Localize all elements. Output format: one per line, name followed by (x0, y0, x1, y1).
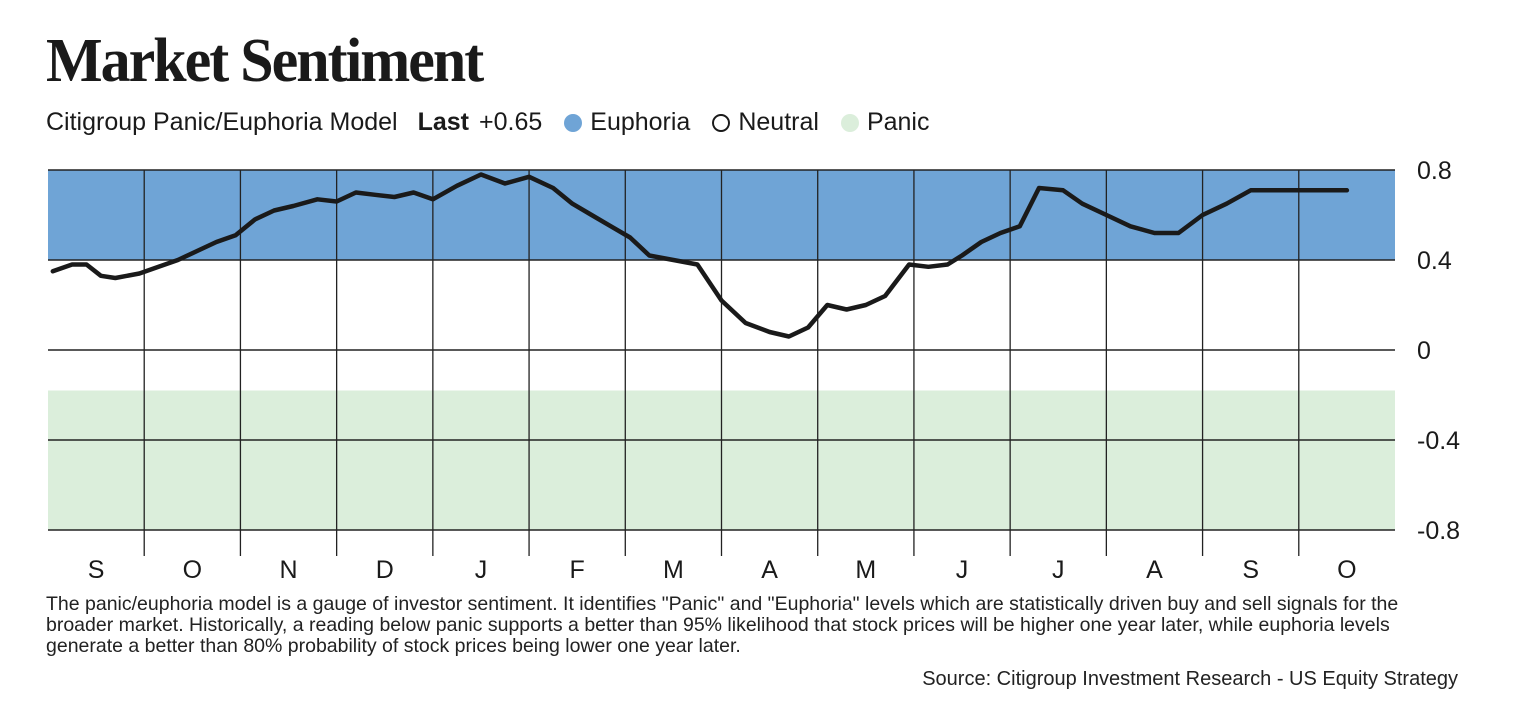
x-tick-label: F (570, 556, 585, 584)
y-tick-label: -0.8 (1417, 517, 1460, 545)
chart-title: Market Sentiment (46, 25, 484, 95)
chart-subtitle-row: Citigroup Panic/Euphoria Model Last +0.6… (46, 108, 929, 137)
y-tick-label: -0.4 (1417, 427, 1460, 455)
y-tick-label: 0.4 (1417, 247, 1452, 275)
x-tick-label: O (183, 556, 202, 584)
x-tick-label: S (1242, 556, 1259, 584)
legend-item-neutral: Neutral (712, 108, 819, 137)
x-tick-label: M (663, 556, 684, 584)
x-tick-label: A (761, 556, 778, 584)
legend-label-euphoria: Euphoria (590, 108, 691, 136)
last-label: Last (417, 108, 469, 136)
chart-footnote: The panic/euphoria model is a gauge of i… (46, 593, 1399, 657)
x-tick-label: A (1146, 556, 1163, 584)
y-tick-label: 0.8 (1417, 157, 1452, 185)
x-tick-label: J (475, 556, 488, 584)
x-tick-label: S (88, 556, 105, 584)
x-tick-label: J (956, 556, 969, 584)
legend-label-neutral: Neutral (738, 108, 819, 136)
chart-subtitle: Citigroup Panic/Euphoria Model (46, 108, 398, 136)
x-tick-label: N (280, 556, 298, 584)
chart-source: Source: Citigroup Investment Research - … (922, 668, 1458, 690)
x-tick-label: M (855, 556, 876, 584)
x-tick-label: J (1052, 556, 1065, 584)
euphoria-legend-swatch (564, 113, 583, 132)
legend-item-panic: Panic (840, 108, 930, 137)
panic-legend-swatch (840, 113, 859, 132)
neutral-legend-swatch (712, 113, 731, 132)
x-tick-label: O (1337, 556, 1356, 584)
x-tick-label: D (376, 556, 394, 584)
legend-label-panic: Panic (866, 108, 930, 136)
y-tick-label: 0 (1417, 337, 1431, 365)
legend-item-euphoria: Euphoria (564, 108, 690, 137)
last-value: +0.65 (479, 108, 543, 136)
sentiment-series-line (50, 172, 1350, 339)
